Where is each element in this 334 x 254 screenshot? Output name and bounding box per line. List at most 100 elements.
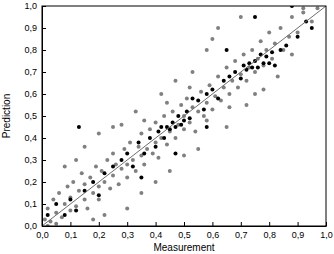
tick-label: 0,9 [24,23,37,33]
point [71,180,75,184]
point [208,83,212,87]
tick-mark [42,94,46,95]
point [162,136,166,140]
point [273,63,277,67]
tick: 0,6 [207,222,220,240]
point [233,70,237,74]
point [125,162,129,166]
point [165,143,169,147]
point [236,85,240,89]
point [154,140,158,144]
point [188,85,192,89]
point [57,191,61,195]
point [227,105,231,109]
point [179,103,183,107]
tick-mark [99,222,100,226]
point [267,61,271,65]
point [51,198,55,202]
point [137,145,141,149]
point [222,79,226,83]
tick-label: 0,1 [24,199,37,209]
point [225,66,229,70]
point [290,15,294,19]
point [253,70,257,74]
point [85,206,89,210]
point [205,125,209,129]
point [68,198,72,202]
point [296,35,300,39]
point [125,151,129,155]
point [270,57,274,61]
tick-label: 0,6 [24,89,37,99]
point [139,176,143,180]
point [199,90,203,94]
point [202,114,206,118]
reference-line [42,6,326,226]
point [88,176,92,180]
point [205,48,209,52]
tick-label: 0,5 [24,111,37,121]
point [262,61,266,65]
tick: 0,3 [24,155,46,165]
point [296,30,300,34]
tick-mark [298,222,299,226]
plot-frame [42,6,326,226]
point [94,165,98,169]
point [173,151,177,155]
point [239,77,243,81]
point [216,74,220,78]
point [315,6,319,10]
point [205,101,209,105]
point [74,158,78,162]
point [125,176,129,180]
point [301,11,305,15]
point [139,191,143,195]
point [154,121,158,125]
point [120,123,124,127]
point [259,39,263,43]
tick-mark [42,160,46,161]
point [74,204,78,208]
point [83,198,87,202]
point [225,48,229,52]
tick-mark [42,50,46,51]
tick-mark [42,116,46,117]
tick-mark [70,222,71,226]
point [111,125,115,129]
tick-label: 0,1 [65,230,78,240]
point [102,180,106,184]
point [151,151,155,155]
tick-label: 0,8 [263,230,276,240]
tick: 0,8 [263,222,276,240]
point [111,173,115,177]
tick-label: 0,8 [24,45,37,55]
marks [42,6,326,226]
x-axis: 0,00,10,20,30,40,50,60,70,80,91,0 [36,222,333,240]
point [171,110,175,114]
tick-label: 0,9 [292,230,305,240]
point [227,92,231,96]
point [162,114,166,118]
tick-label: 0,7 [24,67,37,77]
point [102,213,106,217]
tick-mark [42,204,46,205]
point [182,118,186,122]
point [122,147,126,151]
point [173,136,177,140]
tick-label: 0,4 [24,133,37,143]
point [250,48,254,52]
point [216,96,220,100]
point [185,96,189,100]
tick-label: 0,3 [24,155,37,165]
axis-line [43,226,327,227]
tick: 0,2 [24,177,46,187]
point [74,209,78,213]
point [63,165,67,169]
point [191,96,195,100]
plot-area: 0,00,10,20,30,40,50,60,70,80,91,00,00,10… [24,1,332,240]
point [77,189,81,193]
tick-mark [212,222,213,226]
point [159,125,163,129]
tick-label: 0,2 [93,230,106,240]
tick: 0,5 [178,222,191,240]
